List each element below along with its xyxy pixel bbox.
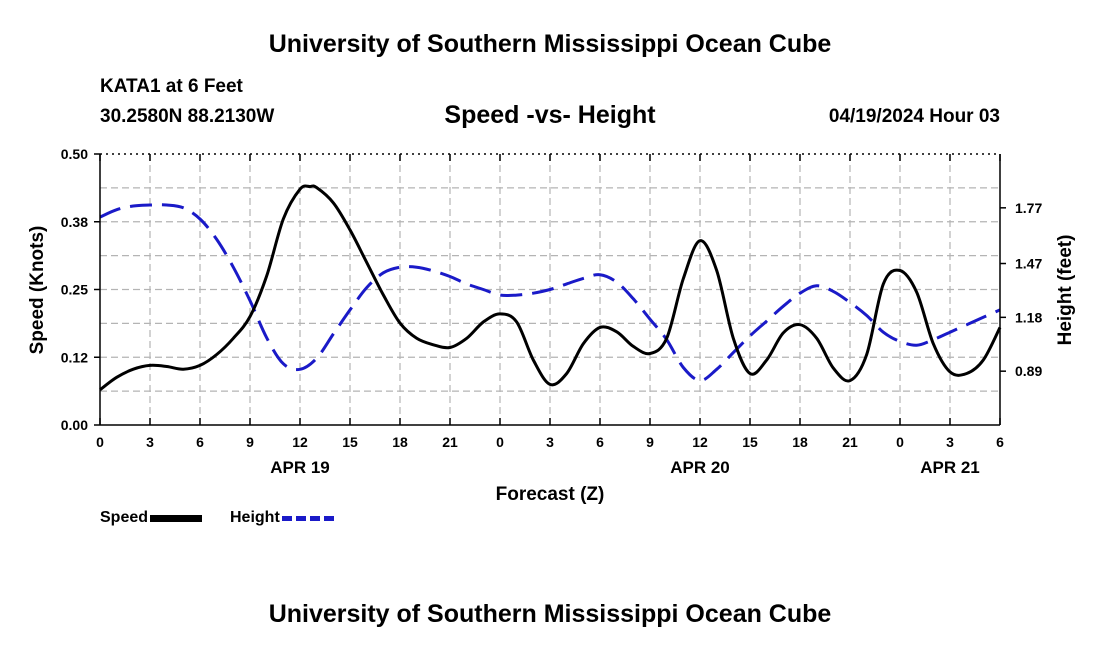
- date-label: APR 20: [670, 458, 730, 477]
- station-coords: 30.2580N 88.2130W: [100, 106, 275, 127]
- legend-height: Height: [230, 509, 334, 527]
- y-tick-label: 0.38: [61, 214, 88, 230]
- height-series-line: [99, 203, 1001, 382]
- y-tick-label: 0.50: [61, 146, 88, 162]
- legend-speed-label: Speed: [100, 509, 149, 526]
- station-label: KATA1 at 6 Feet: [100, 76, 243, 97]
- x-tick-label: 0: [896, 434, 904, 450]
- x-tick-label: 0: [496, 434, 504, 450]
- y2-tick-label: 1.18: [1015, 309, 1042, 325]
- x-tick-label: 18: [792, 434, 808, 450]
- date-label: APR 21: [920, 458, 980, 477]
- x-tick-label: 12: [692, 434, 708, 450]
- grid-lines: [100, 154, 1000, 425]
- x-tick-label: 18: [392, 434, 408, 450]
- legend-speed-swatch: [150, 514, 203, 522]
- x-tick-label: 15: [342, 434, 358, 450]
- page-title: University of Southern Mississippi Ocean…: [268, 30, 832, 58]
- x-tick-label: 6: [996, 434, 1004, 450]
- x-tick-label: 21: [442, 434, 458, 450]
- y-axis-title: Speed (Knots): [27, 226, 48, 355]
- x-tick-label: 15: [742, 434, 758, 450]
- x-axis-title: Forecast (Z): [496, 484, 605, 505]
- page-title-bottom: University of Southern Mississippi Ocean…: [268, 600, 832, 628]
- x-tick-label: 12: [292, 434, 308, 450]
- axis-labels: 0 3 6 9 12 15 18 21 0 3 6 9 12 15 18 21 0 3 6 APR 19 APR 20 A…: [61, 146, 1043, 477]
- legend-speed: Speed: [100, 509, 203, 527]
- y2-tick-label: 0.89: [1015, 363, 1042, 379]
- legend-height-swatch: [281, 515, 334, 521]
- chart-title: Speed -vs- Height: [444, 101, 656, 129]
- x-tick-label: 6: [596, 434, 604, 450]
- x-tick-label: 3: [946, 434, 954, 450]
- forecast-timestamp: 04/19/2024 Hour 03: [828, 106, 1000, 127]
- x-tick-label: 0: [96, 434, 104, 450]
- y-tick-label: 0.00: [61, 417, 88, 433]
- y2-tick-label: 1.77: [1015, 200, 1042, 216]
- date-label: APR 19: [270, 458, 330, 477]
- x-tick-label: 9: [646, 434, 654, 450]
- y2-axis-title: Height (feet): [1055, 235, 1076, 346]
- y2-tick-label: 1.47: [1015, 256, 1042, 272]
- x-tick-label: 6: [196, 434, 204, 450]
- x-tick-label: 9: [246, 434, 254, 450]
- speed-series-line: [99, 184, 1002, 391]
- x-tick-label: 21: [842, 434, 858, 450]
- x-tick-label: 3: [146, 434, 154, 450]
- legend-height-label: Height: [230, 509, 280, 526]
- axis-ticks: [94, 153, 1006, 426]
- x-tick-label: 3: [546, 434, 554, 450]
- series-lines: [99, 184, 1002, 391]
- y-tick-label: 0.12: [61, 349, 88, 365]
- y-tick-label: 0.25: [61, 282, 88, 298]
